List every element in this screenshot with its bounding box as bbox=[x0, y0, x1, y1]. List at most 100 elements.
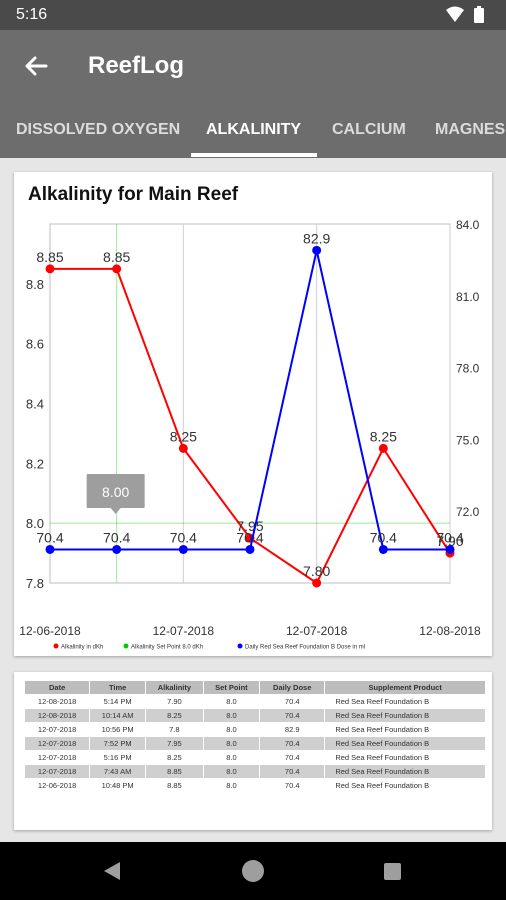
y-tick-right: 72.0 bbox=[456, 505, 480, 519]
table-body: 12-08-2018 5:14 PM 7.90 8.0 70.4 Red Sea Reef… bbox=[23, 694, 486, 793]
table-cell: 10:56 PM bbox=[89, 722, 147, 737]
alkalinity-data-label: 7.90 bbox=[436, 533, 463, 549]
table-row: 12-08-2018 5:14 PM 7.90 8.0 70.4 Red Sea Reef… bbox=[23, 694, 486, 709]
x-tick-label: 12-06-2018 bbox=[19, 624, 81, 638]
status-bar: 5:16 bbox=[0, 0, 506, 30]
dose-point bbox=[178, 544, 188, 554]
table-cell: 70.4 bbox=[259, 736, 326, 751]
alkalinity-data-label: 8.25 bbox=[370, 428, 397, 444]
table-cell: 10:48 PM bbox=[89, 778, 147, 793]
table-header-row: Date Time Alkalinity Set Point Daily Dose Sup… bbox=[23, 680, 486, 695]
alkalinity-point bbox=[112, 264, 122, 274]
nav-home-icon[interactable] bbox=[242, 860, 264, 882]
navigation-bar bbox=[0, 842, 506, 900]
tab-bar: DISSOLVED OXYGEN ALKALINITY CALCIUM MAGN… bbox=[0, 102, 506, 158]
alkalinity-data-label: 8.85 bbox=[103, 249, 130, 265]
table-cell: 7.90 bbox=[145, 694, 204, 709]
table-row: 12-07-2018 7:52 PM 7.95 8.0 70.4 Red Sea Reef… bbox=[23, 736, 486, 751]
table-cell: 70.4 bbox=[259, 764, 326, 779]
table-header-cell: Alkalinity bbox=[145, 680, 204, 695]
table-cell: Red Sea Reef Foundation B bbox=[324, 764, 486, 779]
marker-tooltip-label: 8.00 bbox=[102, 484, 129, 500]
table-cell: 12-07-2018 bbox=[23, 736, 91, 751]
table-cell: Red Sea Reef Foundation B bbox=[324, 778, 486, 793]
table-cell: 8.25 bbox=[145, 708, 204, 723]
alkalinity-data-label: 8.25 bbox=[170, 428, 197, 444]
dose-data-label: 82.9 bbox=[303, 230, 330, 246]
y-tick-left: 7.8 bbox=[26, 576, 44, 591]
tab-magnesium[interactable]: MAGNES bbox=[435, 121, 506, 138]
dose-data-label: 70.4 bbox=[370, 529, 397, 545]
dose-point bbox=[112, 544, 122, 554]
status-icons bbox=[444, 6, 494, 24]
table-cell: 12-07-2018 bbox=[23, 750, 91, 765]
dose-point bbox=[378, 544, 388, 554]
table-cell: 8.25 bbox=[145, 750, 204, 765]
table-cell: Red Sea Reef Foundation B bbox=[324, 722, 486, 737]
table-cell: 8.0 bbox=[202, 708, 261, 723]
table-cell: 70.4 bbox=[259, 750, 326, 765]
app-title: ReefLog bbox=[88, 52, 184, 79]
dose-data-label: 70.4 bbox=[103, 529, 130, 545]
table-cell: 7.95 bbox=[145, 736, 204, 751]
legend-marker bbox=[237, 643, 243, 649]
table-row: 12-08-2018 10:14 AM 8.25 8.0 70.4 Red Sea Ree… bbox=[23, 708, 486, 723]
table-row: 12-07-2018 5:16 PM 8.25 8.0 70.4 Red Sea Reef… bbox=[23, 750, 486, 765]
nav-recents-icon[interactable] bbox=[384, 863, 401, 880]
y-tick-right: 75.0 bbox=[456, 433, 480, 447]
back-arrow-icon[interactable] bbox=[20, 50, 52, 82]
y-tick-left: 8.4 bbox=[26, 397, 44, 412]
table-cell: 12-08-2018 bbox=[23, 694, 91, 709]
tab-calcium[interactable]: CALCIUM bbox=[332, 121, 406, 138]
alkalinity-point bbox=[312, 578, 322, 588]
table-cell: 5:16 PM bbox=[89, 750, 147, 765]
table-cell: 12-06-2018 bbox=[23, 778, 91, 793]
legend-label: Alkalinity in dKh bbox=[61, 645, 103, 651]
y-tick-left: 8.8 bbox=[26, 277, 44, 292]
table-cell: 7.8 bbox=[145, 722, 204, 737]
nav-back-icon[interactable] bbox=[104, 862, 120, 880]
table-card: Date Time Alkalinity Set Point Daily Dose Sup… bbox=[14, 672, 492, 830]
battery-icon bbox=[474, 8, 484, 23]
alkalinity-chart[interactable]: 7.8 8.0 8.2 8.4 8.6 8.8 72.0 75.0 78.0 81.0 84.0 12… bbox=[14, 172, 492, 656]
dose-point bbox=[45, 544, 55, 554]
y-tick-right: 78.0 bbox=[456, 362, 480, 376]
y-tick-right: 84.0 bbox=[456, 218, 480, 232]
table-cell: Red Sea Reef Foundation B bbox=[324, 694, 486, 709]
tab-dissolved-oxygen[interactable]: DISSOLVED OXYGEN bbox=[16, 121, 181, 138]
dose-data-label: 70.4 bbox=[436, 529, 463, 545]
marker-tooltip-pointer bbox=[110, 508, 121, 514]
dose-data-label: 70.4 bbox=[36, 529, 63, 545]
legend-marker bbox=[123, 643, 129, 649]
table-cell: 8.85 bbox=[145, 778, 204, 793]
table-cell: 5:14 PM bbox=[89, 694, 147, 709]
log-table: Date Time Alkalinity Set Point Daily Dose Sup… bbox=[23, 680, 486, 793]
chart-card: Alkalinity for Main Reef 7.8 8.0 8.2 8.4 8.6… bbox=[14, 172, 492, 656]
table-cell: 12-08-2018 bbox=[23, 708, 91, 723]
dose-point bbox=[245, 544, 255, 554]
table-header-cell: Supplement Product bbox=[324, 680, 486, 695]
table-cell: 7:43 AM bbox=[89, 764, 147, 779]
dose-data-label: 70.4 bbox=[236, 529, 263, 545]
table-cell: 8.0 bbox=[202, 722, 261, 737]
legend-marker bbox=[53, 643, 59, 649]
table-cell: 7:52 PM bbox=[89, 736, 147, 751]
table-cell: 8.85 bbox=[145, 764, 204, 779]
legend-label: Alkalinity Set Point 8.0 dKh bbox=[131, 645, 203, 651]
table-cell: 82.9 bbox=[259, 722, 326, 737]
tab-alkalinity[interactable]: ALKALINITY bbox=[206, 121, 302, 138]
x-tick-label: 12-07-2018 bbox=[286, 624, 348, 638]
table-cell: 12-07-2018 bbox=[23, 764, 91, 779]
table-row: 12-06-2018 10:48 PM 8.85 8.0 70.4 Red Sea Ree… bbox=[23, 778, 486, 793]
x-tick-label: 12-07-2018 bbox=[153, 624, 215, 638]
dose-data-label: 70.4 bbox=[170, 529, 197, 545]
table-cell: 12-07-2018 bbox=[23, 722, 91, 737]
table-cell: Red Sea Reef Foundation B bbox=[324, 750, 486, 765]
alkalinity-point bbox=[378, 443, 388, 453]
table-cell: 70.4 bbox=[259, 694, 326, 709]
table-cell: 8.0 bbox=[202, 764, 261, 779]
y-tick-right: 81.0 bbox=[456, 290, 480, 304]
x-tick-label: 12-08-2018 bbox=[419, 624, 481, 638]
table-row: 12-07-2018 7:43 AM 8.85 8.0 70.4 Red Sea Reef… bbox=[23, 764, 486, 779]
app-bar: ReefLog bbox=[0, 30, 506, 102]
